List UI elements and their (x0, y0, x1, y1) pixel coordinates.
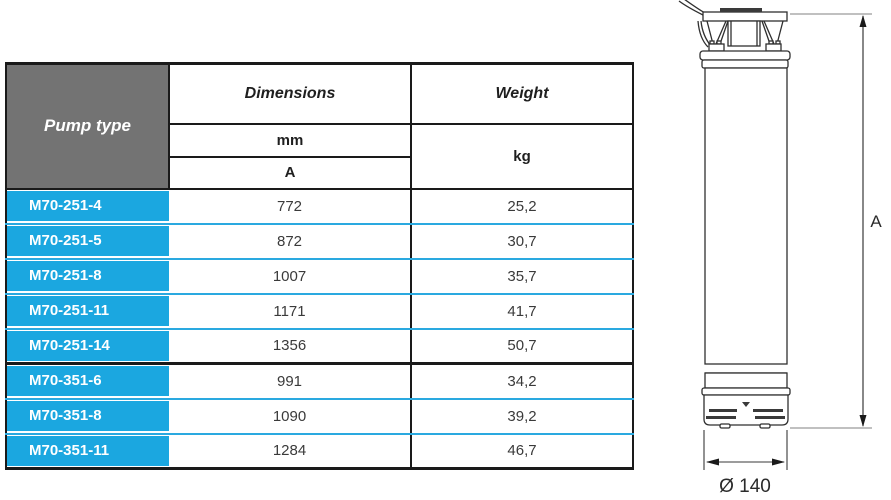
pump-type-cell: M70-251-4 (6, 188, 169, 225)
dimension-a-cell: 772 (169, 188, 412, 225)
body-lower-band (704, 372, 788, 389)
bolt-bases (708, 40, 782, 52)
dimensions-unit-header: mm (168, 122, 412, 158)
pump-head-block (727, 20, 761, 47)
table-row: M70-251-8 1007 35,7 (6, 258, 633, 295)
dimension-a-cell: 1171 (169, 293, 412, 330)
pump-body (704, 67, 788, 365)
top-plate-strip (720, 8, 762, 12)
pump-type-label: M70-251-8 (7, 261, 169, 291)
pump-type-cell: M70-251-5 (6, 223, 169, 260)
table-row: M70-351-11 1284 46,7 (6, 433, 633, 469)
pump-type-cell: M70-251-11 (6, 293, 169, 330)
dimension-a-cell: 1356 (169, 328, 412, 365)
table-row: M70-351-8 1090 39,2 (6, 398, 633, 435)
dimension-a-cell: 1007 (169, 258, 412, 295)
height-dimension-label: A (870, 212, 882, 231)
header-row-symbol: A (6, 155, 633, 190)
dimension-symbol-header: A (168, 155, 412, 190)
top-plate (702, 11, 788, 22)
pump-type-label: M70-251-14 (7, 330, 169, 361)
strainer-notch (742, 402, 750, 407)
table-row: M70-251-14 1356 50,7 (6, 328, 633, 365)
table-row: M70-251-11 1171 41,7 (6, 293, 633, 330)
weight-unit-header: kg (410, 122, 634, 190)
diameter-dimension (703, 430, 788, 470)
diameter-dimension-label: Ø 140 (719, 476, 771, 497)
weight-cell: 25,2 (411, 188, 633, 225)
pump-type-label: M70-251-11 (7, 296, 169, 326)
table-row: M70-251-5 872 30,7 (6, 223, 633, 260)
arrowhead-down (859, 415, 867, 427)
dimensions-header: Dimensions (168, 62, 412, 125)
pump-type-cell: M70-351-8 (6, 398, 169, 435)
weight-cell: 35,7 (411, 258, 633, 295)
pump-type-cell: M70-351-11 (6, 433, 169, 469)
weight-cell: 39,2 (411, 398, 633, 435)
pump-type-label: M70-251-5 (7, 226, 169, 256)
inlet-slots (706, 409, 785, 419)
table-row: M70-351-6 991 34,2 (6, 363, 633, 400)
dimension-a-cell: 1284 (169, 433, 412, 469)
header-row-titles: Pump type Dimensions Weight (5, 62, 634, 190)
dimension-a-cell: 872 (169, 223, 412, 260)
pump-type-label: M70-251-4 (7, 191, 169, 221)
dimension-a-cell: 991 (169, 363, 412, 400)
pump-type-cell: M70-251-8 (6, 258, 169, 295)
pump-spec-table: Pump type Dimensions Weight mm kg A M70-… (5, 62, 634, 470)
table-header: Pump type Dimensions Weight mm kg A (5, 62, 634, 190)
cable-lines (678, 0, 712, 48)
weight-cell: 30,7 (411, 223, 633, 260)
weight-cell: 41,7 (411, 293, 633, 330)
header-row-units: mm kg (6, 122, 634, 190)
table-row: M70-251-4 772 25,2 (6, 188, 633, 225)
pump-type-label: M70-351-11 (7, 435, 169, 466)
arrowhead-left (706, 458, 719, 466)
pump-type-cell: M70-251-14 (6, 328, 169, 365)
pump-table-body: M70-251-4 772 25,2 M70-251-5 872 30,7 M7… (6, 188, 633, 469)
weight-header: Weight (410, 62, 634, 125)
collar-band-upper (699, 50, 791, 61)
strainer-collar (701, 387, 791, 396)
support-struts (706, 20, 784, 45)
collar-band-lower (701, 59, 789, 69)
height-dimension (790, 13, 872, 429)
weight-cell: 34,2 (411, 363, 633, 400)
pump-type-header: Pump type (5, 62, 170, 190)
weight-cell: 50,7 (411, 328, 633, 365)
pump-type-cell: M70-351-6 (6, 363, 169, 400)
arrowhead-right (772, 458, 785, 466)
arrowhead-up (859, 15, 867, 27)
pump-type-label: M70-351-8 (7, 401, 169, 431)
dimension-a-cell: 1090 (169, 398, 412, 435)
pump-technical-drawing: A Ø 140 (678, 0, 882, 497)
weight-cell: 46,7 (411, 433, 633, 469)
pump-type-label: M70-351-6 (7, 366, 169, 397)
feet (719, 423, 771, 429)
